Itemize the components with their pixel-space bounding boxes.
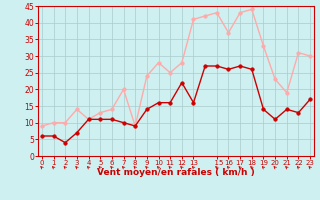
X-axis label: Vent moyen/en rafales ( km/h ): Vent moyen/en rafales ( km/h ) — [97, 168, 255, 177]
